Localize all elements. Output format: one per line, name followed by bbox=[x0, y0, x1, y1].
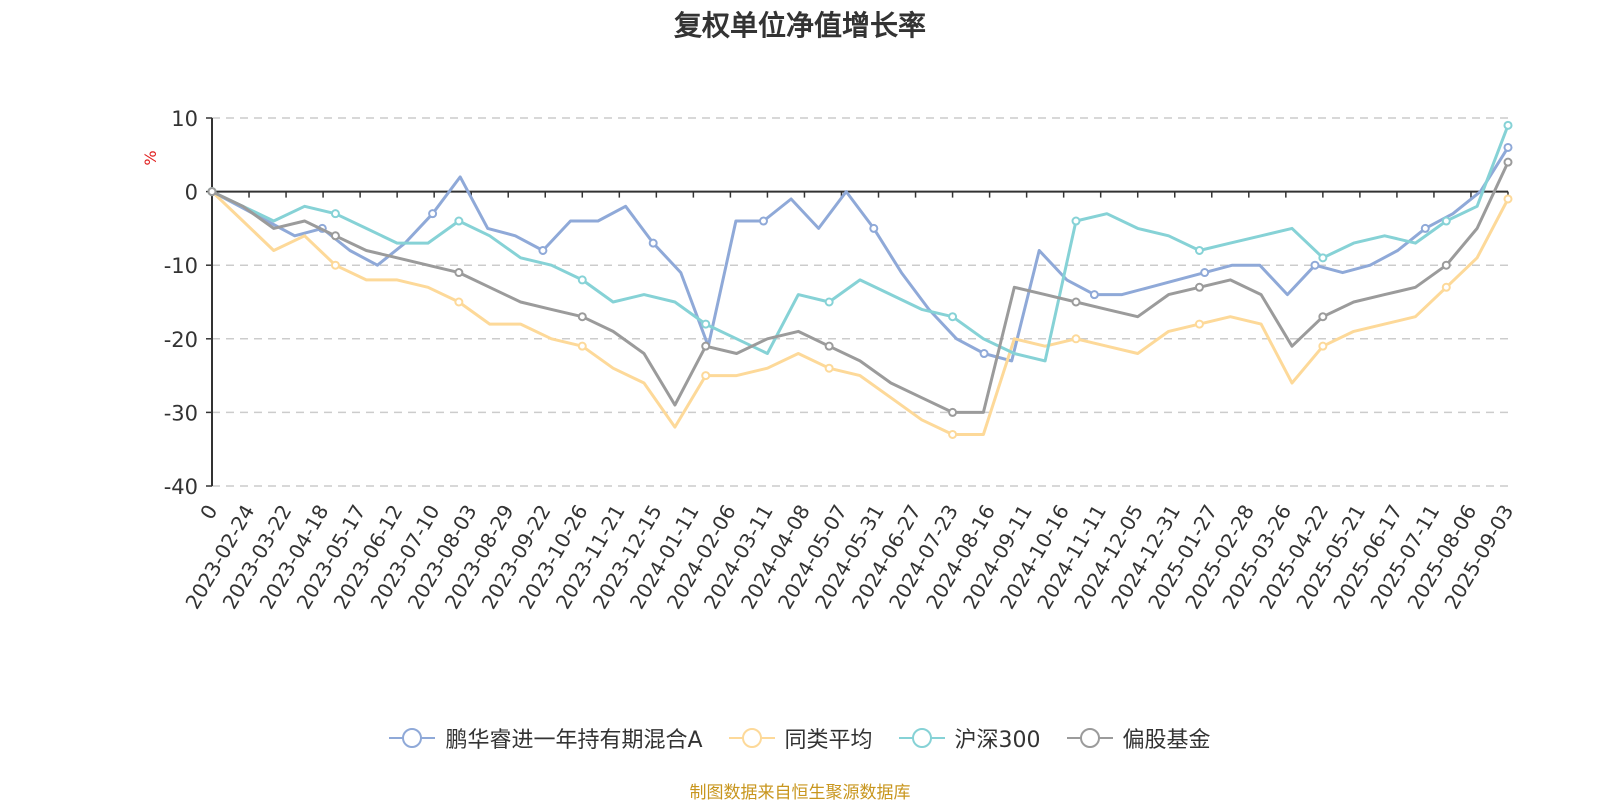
series-point bbox=[454, 268, 464, 278]
series-point bbox=[1318, 253, 1328, 263]
series-point bbox=[1441, 282, 1451, 292]
source-note: 制图数据来自恒生聚源数据库 bbox=[689, 783, 911, 803]
legend: 鹏华睿进一年持有期混合A 同类平均 沪深300 偏股基金 bbox=[0, 722, 1600, 754]
series-line bbox=[211, 124, 1510, 363]
legend-item[interactable]: 偏股基金 bbox=[1066, 722, 1211, 754]
series-point bbox=[1089, 290, 1099, 300]
series-point bbox=[577, 341, 587, 351]
series-point bbox=[428, 209, 438, 219]
series-point bbox=[701, 371, 711, 381]
legend-swatch-icon bbox=[898, 728, 945, 748]
series-point bbox=[1194, 319, 1204, 329]
series-point bbox=[948, 429, 958, 439]
legend-item[interactable]: 鹏华睿进一年持有期混合A bbox=[389, 722, 703, 754]
series-point bbox=[1071, 216, 1081, 226]
series-line bbox=[210, 190, 1510, 436]
y-tick-label: 0 bbox=[185, 181, 198, 205]
series-point bbox=[1194, 282, 1204, 292]
series-point bbox=[824, 341, 834, 351]
series-point bbox=[538, 245, 548, 255]
legend-label: 沪深300 bbox=[954, 728, 1041, 753]
legend-label: 鹏华睿进一年持有期混合A bbox=[445, 728, 703, 753]
series-point bbox=[948, 312, 958, 322]
series-point bbox=[330, 209, 340, 219]
series-point bbox=[701, 319, 711, 329]
series-point bbox=[1310, 260, 1320, 270]
series-point bbox=[948, 407, 958, 417]
series-point bbox=[824, 363, 834, 373]
series-point bbox=[1503, 157, 1513, 167]
series-point bbox=[701, 341, 711, 351]
series-point bbox=[454, 216, 464, 226]
series-point bbox=[1503, 142, 1513, 152]
series-point bbox=[824, 297, 834, 307]
legend-swatch-icon bbox=[389, 728, 436, 748]
series-point bbox=[330, 231, 340, 241]
series-point bbox=[648, 238, 658, 248]
series-point bbox=[1503, 120, 1513, 130]
grid-lines bbox=[212, 117, 1508, 487]
legend-swatch-icon bbox=[1066, 728, 1113, 748]
y-tick-label: 10 bbox=[171, 107, 198, 131]
legend-label: 偏股基金 bbox=[1122, 728, 1211, 753]
series-point bbox=[454, 297, 464, 307]
legend-item[interactable]: 沪深300 bbox=[898, 722, 1041, 754]
series-point bbox=[869, 223, 879, 233]
series-point bbox=[758, 216, 768, 226]
x-tick-label: 0 bbox=[195, 501, 222, 524]
series-point bbox=[1071, 297, 1081, 307]
series-point bbox=[330, 260, 340, 270]
series-line bbox=[211, 161, 1510, 414]
series-point bbox=[1318, 341, 1328, 351]
legend-item[interactable]: 同类平均 bbox=[728, 722, 873, 754]
series-point bbox=[1441, 260, 1451, 270]
series-point bbox=[577, 275, 587, 285]
y-axis-label: % bbox=[141, 150, 160, 165]
chart-title: 复权单位净值增长率 bbox=[673, 9, 926, 42]
series-point bbox=[1441, 216, 1451, 226]
series-point bbox=[1420, 223, 1430, 233]
y-tick-label: -40 bbox=[164, 475, 198, 499]
y-tick-label: -20 bbox=[164, 328, 198, 352]
series-line bbox=[211, 146, 1510, 363]
series-point bbox=[1200, 268, 1210, 278]
y-tick-label: -10 bbox=[164, 254, 198, 278]
legend-label: 同类平均 bbox=[784, 728, 873, 753]
series-point bbox=[207, 187, 217, 197]
legend-swatch-icon bbox=[728, 728, 775, 748]
series-point bbox=[1071, 334, 1081, 344]
series-point bbox=[1503, 194, 1513, 204]
y-tick-label: -30 bbox=[164, 401, 198, 425]
series-point bbox=[979, 349, 989, 359]
series-lines bbox=[207, 120, 1513, 439]
series-point bbox=[577, 312, 587, 322]
series-point bbox=[1318, 312, 1328, 322]
axes bbox=[206, 117, 1509, 487]
series-point bbox=[1194, 245, 1204, 255]
